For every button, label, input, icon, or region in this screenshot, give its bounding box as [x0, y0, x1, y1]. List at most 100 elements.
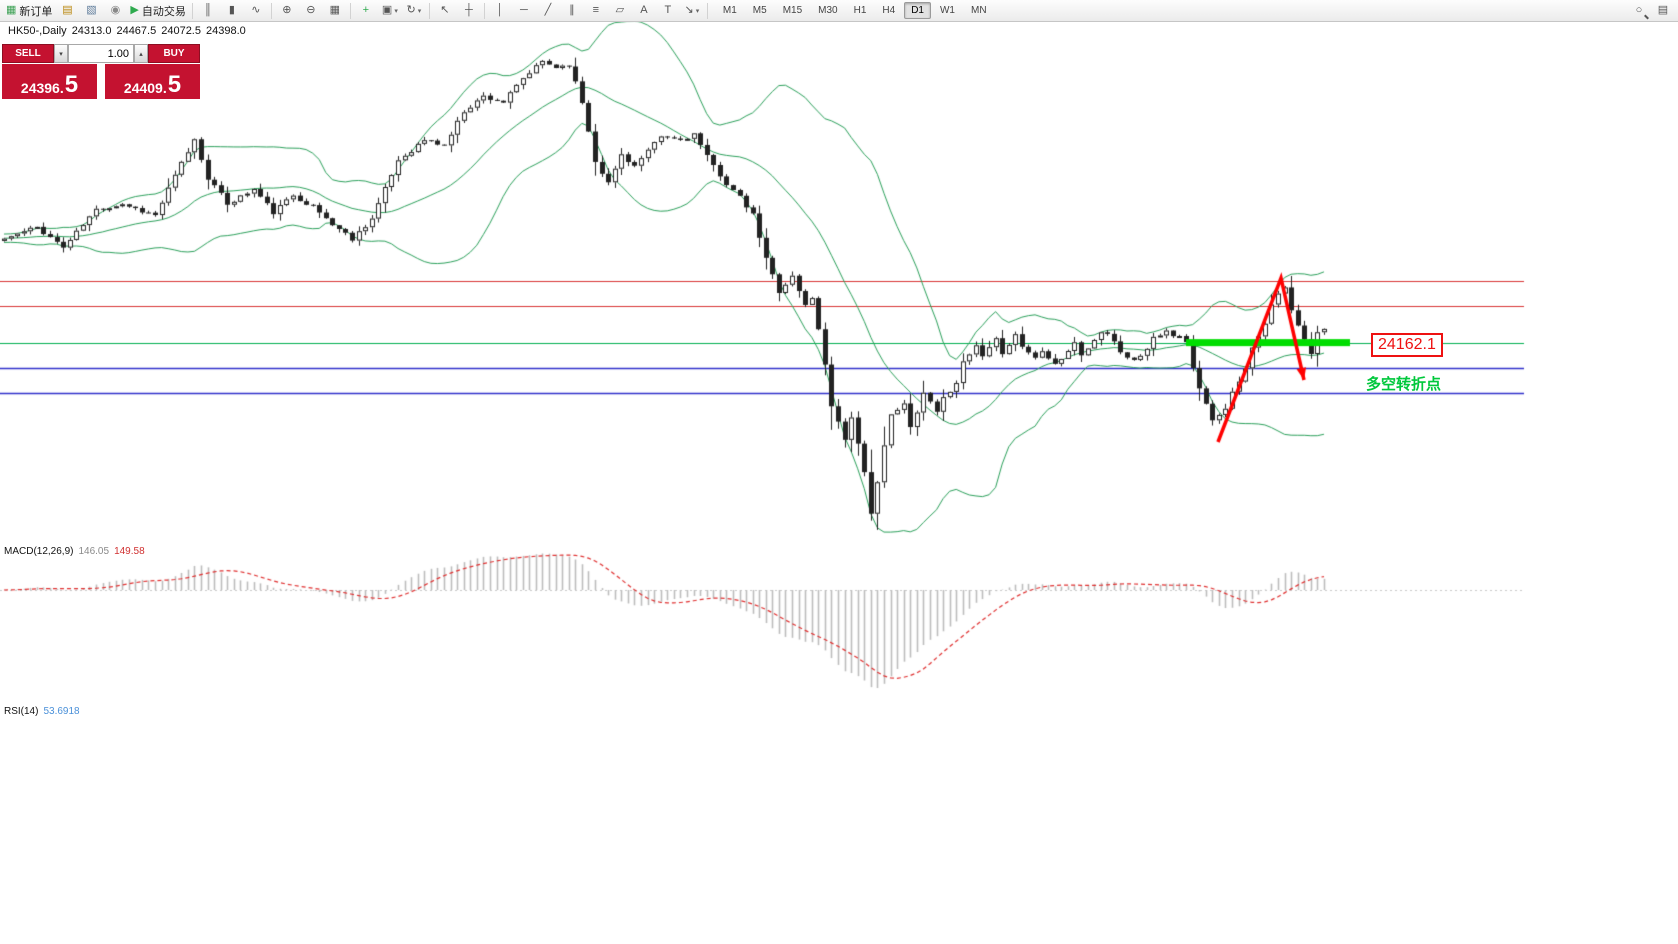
shapes-icon: ▱: [615, 4, 625, 16]
new-order-icon: ▦: [6, 4, 17, 16]
horizontal-line-button[interactable]: ─: [513, 2, 535, 20]
chart-header: HK50-,Daily 24313.0 24467.5 24072.5 24398.0: [8, 25, 251, 37]
new-order-button[interactable]: ▦ 新订单: [4, 2, 54, 20]
timeframe-group: M1 M5 M15 M30 H1 H4 D1 W1 MN: [715, 2, 995, 19]
auto-trading-icon: ▶: [130, 4, 139, 16]
timeframe-m15[interactable]: M15: [782, 5, 803, 16]
timeframe-m1[interactable]: M1: [722, 5, 737, 16]
one-click-trading-panel: SELL ▾ ▴ BUY 24396.5 24409.5: [2, 44, 200, 99]
rsi-name: RSI(14): [4, 706, 39, 717]
cursor-icon: ↖: [440, 4, 450, 16]
buy-price-last-digit: 5: [167, 71, 182, 98]
line-chart-icon: ∿: [251, 4, 261, 16]
arrows-icon: ↘: [684, 4, 694, 16]
zoom-in-button[interactable]: ⊕: [276, 2, 298, 20]
volume-input[interactable]: [68, 44, 134, 63]
text-button[interactable]: A: [633, 2, 655, 20]
add-chart-button[interactable]: ▣ ▾: [379, 2, 401, 20]
macd-indicator-label: MACD(12,26,9) 146.05 149.58: [4, 546, 145, 557]
search-icon: ○: [1635, 4, 1643, 16]
toolbar-separator: [483, 2, 485, 19]
channel-button[interactable]: ∥: [561, 2, 583, 20]
period-icon: ↻: [406, 4, 416, 16]
toolbar-separator: [270, 2, 272, 19]
timeframe-m30[interactable]: M30: [818, 5, 838, 16]
sell-price-main: 24396.: [20, 79, 64, 96]
label-icon: T: [664, 4, 672, 16]
chart-symbol-period: HK50-,Daily: [8, 25, 67, 37]
vertical-line-button[interactable]: │: [489, 2, 511, 20]
buy-price-button[interactable]: 24409. 5: [105, 64, 200, 99]
chart-grid-button[interactable]: ▤: [56, 2, 78, 20]
rsi-indicator-label: RSI(14) 53.6918: [4, 706, 80, 717]
label-button[interactable]: T: [657, 2, 679, 20]
ohlc-close: 24398.0: [205, 25, 246, 37]
indicators-icon: +: [362, 4, 370, 16]
volume-increase-button[interactable]: ▴: [134, 44, 148, 63]
macd-name: MACD(12,26,9): [4, 546, 74, 557]
data-window-button[interactable]: ▤: [1652, 2, 1674, 20]
line-chart-button[interactable]: ∿: [245, 2, 267, 20]
auto-trading-button[interactable]: ▶ 自动交易: [128, 2, 187, 20]
trendline-button[interactable]: ╱: [537, 2, 559, 20]
macd-main-value: 146.05: [78, 546, 110, 557]
rsi-value: 53.6918: [43, 706, 80, 717]
sell-price-button[interactable]: 24396. 5: [2, 64, 97, 99]
zoom-out-button[interactable]: ⊖: [300, 2, 322, 20]
buy-button[interactable]: BUY: [148, 44, 200, 63]
ohlc-high: 24467.5: [116, 25, 157, 37]
chart-grid-icon: ▤: [62, 4, 73, 16]
shapes-button[interactable]: ▱: [609, 2, 631, 20]
volume-decrease-button[interactable]: ▾: [54, 44, 68, 63]
caret-icon: ▾: [417, 7, 422, 15]
toolbar: ▦ 新订单 ▤ ▧ ◉ ▶ 自动交易 ║ ▮ ∿ ⊕ ⊖ ▦ + ▣ ▾ ↻ ▾ ↖ ┼ │ ─ ╱ ∥ ≡ ▱ A T ↘ ▾ M1 M5 M…: [0, 0, 1678, 22]
toolbar-separator: [349, 2, 351, 19]
cursor-button[interactable]: ↖: [434, 2, 456, 20]
search-button[interactable]: ○: [1628, 2, 1650, 20]
indicators-button[interactable]: +: [355, 2, 377, 20]
crosshair-button[interactable]: ┼: [458, 2, 480, 20]
trendline-icon: ╱: [544, 4, 552, 16]
period-button[interactable]: ↻ ▾: [403, 2, 425, 20]
data-window-icon: ▤: [1657, 4, 1669, 16]
timeframe-d1[interactable]: D1: [904, 2, 931, 19]
buy-price-main: 24409.: [123, 79, 167, 96]
caret-icon: ▾: [695, 7, 700, 15]
timeframe-w1[interactable]: W1: [939, 5, 955, 16]
add-chart-icon: ▣: [381, 4, 393, 16]
arrows-button[interactable]: ↘ ▾: [681, 2, 703, 20]
tile-windows-button[interactable]: ▦: [324, 2, 346, 20]
timeframe-h4[interactable]: H4: [882, 5, 896, 16]
fibonacci-button[interactable]: ≡: [585, 2, 607, 20]
alerts-icon: ◉: [110, 4, 121, 16]
timeframe-mn[interactable]: MN: [970, 5, 987, 16]
candlestick-chart-button[interactable]: ▮: [221, 2, 243, 20]
profiles-icon: ▧: [86, 4, 97, 16]
sell-price-last-digit: 5: [64, 71, 79, 98]
channel-icon: ∥: [569, 4, 575, 16]
text-icon: A: [640, 4, 648, 16]
alerts-button[interactable]: ◉: [104, 2, 126, 20]
zoom-out-icon: ⊖: [306, 4, 316, 16]
sell-button[interactable]: SELL: [2, 44, 54, 63]
timeframe-m5[interactable]: M5: [752, 5, 767, 16]
horizontal-line-icon: ─: [519, 4, 528, 16]
zoom-in-icon: ⊕: [282, 4, 292, 16]
profiles-button[interactable]: ▧: [80, 2, 102, 20]
ohlc-low: 24072.5: [161, 25, 201, 37]
new-order-button-label: 新订单: [19, 5, 53, 18]
vertical-line-icon: │: [496, 4, 504, 16]
macd-signal-value: 149.58: [114, 546, 145, 557]
candlestick-chart-icon: ▮: [228, 4, 235, 16]
timeframe-h1[interactable]: H1: [853, 5, 867, 16]
bar-chart-button[interactable]: ║: [197, 2, 219, 20]
ohlc-open: 24313.0: [71, 25, 112, 37]
pivot-point-text[interactable]: 多空转折点: [1366, 376, 1442, 393]
bar-chart-icon: ║: [203, 4, 212, 16]
toolbar-separator: [428, 2, 430, 19]
price-level-label[interactable]: 24162.1: [1371, 333, 1443, 357]
crosshair-icon: ┼: [464, 4, 473, 16]
toolbar-separator: [191, 2, 193, 19]
